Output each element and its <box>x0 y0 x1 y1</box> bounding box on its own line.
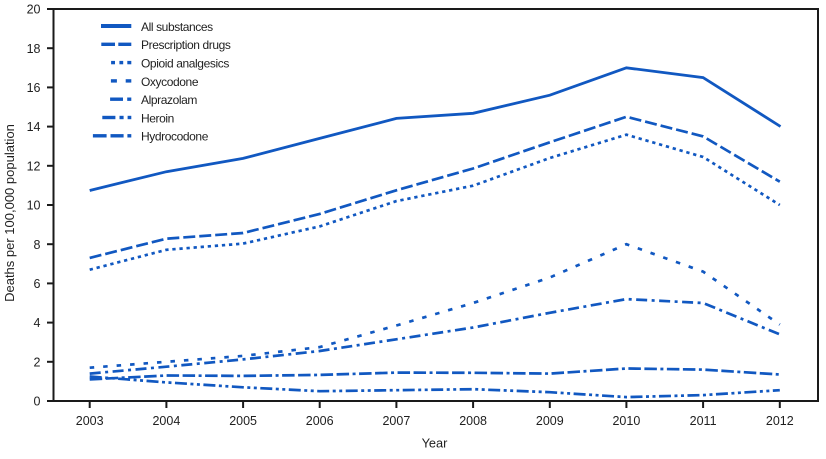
svg-text:16: 16 <box>27 81 41 95</box>
svg-text:20: 20 <box>27 3 41 17</box>
svg-text:Hydrocodone: Hydrocodone <box>141 130 209 144</box>
svg-text:2: 2 <box>34 355 41 369</box>
svg-text:2010: 2010 <box>612 414 640 428</box>
svg-text:2003: 2003 <box>76 414 104 428</box>
svg-text:Deaths per 100,000 population: Deaths per 100,000 population <box>2 124 17 302</box>
svg-text:2008: 2008 <box>459 414 487 428</box>
svg-text:Year: Year <box>422 436 449 451</box>
svg-text:2009: 2009 <box>536 414 564 428</box>
svg-text:2007: 2007 <box>382 414 410 428</box>
svg-text:Opioid analgesics: Opioid analgesics <box>141 57 229 71</box>
svg-text:2011: 2011 <box>690 414 717 428</box>
svg-text:0: 0 <box>34 395 41 409</box>
svg-text:10: 10 <box>27 199 41 213</box>
svg-text:8: 8 <box>34 238 41 252</box>
svg-text:2006: 2006 <box>306 414 334 428</box>
svg-text:2005: 2005 <box>229 414 257 428</box>
svg-text:All substances: All substances <box>141 20 213 34</box>
svg-text:2004: 2004 <box>152 414 180 428</box>
svg-text:12: 12 <box>27 159 41 173</box>
svg-text:14: 14 <box>27 120 41 134</box>
svg-text:Prescription drugs: Prescription drugs <box>141 38 231 52</box>
svg-text:2012: 2012 <box>766 414 794 428</box>
svg-text:4: 4 <box>34 316 41 330</box>
svg-text:Oxycodone: Oxycodone <box>141 75 199 89</box>
svg-text:Heroin: Heroin <box>141 111 174 125</box>
svg-text:Alprazolam: Alprazolam <box>141 93 197 107</box>
svg-text:6: 6 <box>34 277 41 291</box>
svg-text:18: 18 <box>27 42 41 56</box>
